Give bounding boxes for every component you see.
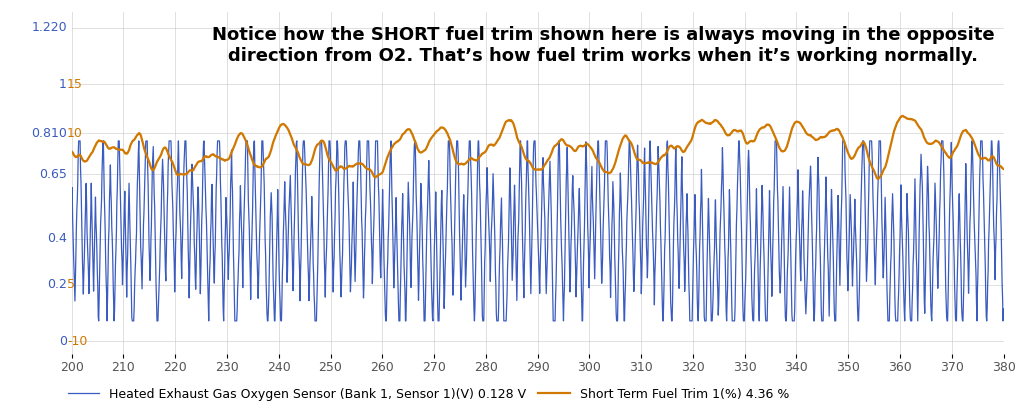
Heated Exhaust Gas Oxygen Sensor (Bank 1, Sensor 1)(V) 0.128 V xyxy=(519,198,531,203)
Heated Exhaust Gas Oxygen Sensor (Bank 1, Sensor 1)(V) 0.128 V xyxy=(114,180,126,185)
Text: 0.810: 0.810 xyxy=(31,127,67,140)
Text: 0.65: 0.65 xyxy=(39,168,67,181)
Heated Exhaust Gas Oxygen Sensor (Bank 1, Sensor 1)(V) 0.128 V xyxy=(73,138,85,143)
Text: 15: 15 xyxy=(67,78,83,91)
Short Term Fuel Trim 1(%) 4.36 % xyxy=(896,113,908,118)
Short Term Fuel Trim 1(%) 4.36 % xyxy=(494,134,506,139)
Short Term Fuel Trim 1(%) 4.36 % xyxy=(113,147,125,152)
Short Term Fuel Trim 1(%) 4.36 % xyxy=(800,129,812,134)
Heated Exhaust Gas Oxygen Sensor (Bank 1, Sensor 1)(V) 0.128 V xyxy=(66,211,78,216)
Line: Heated Exhaust Gas Oxygen Sensor (Bank 1, Sensor 1)(V) 0.128 V: Heated Exhaust Gas Oxygen Sensor (Bank 1… xyxy=(72,141,1004,321)
Short Term Fuel Trim 1(%) 4.36 % xyxy=(997,166,1010,171)
Heated Exhaust Gas Oxygen Sensor (Bank 1, Sensor 1)(V) 0.128 V xyxy=(997,307,1010,311)
Heated Exhaust Gas Oxygen Sensor (Bank 1, Sensor 1)(V) 0.128 V xyxy=(971,318,983,323)
Text: 0.2: 0.2 xyxy=(47,279,67,291)
Short Term Fuel Trim 1(%) 4.36 % xyxy=(971,148,983,153)
Short Term Fuel Trim 1(%) 4.36 % xyxy=(66,149,78,154)
Text: Notice how the SHORT fuel trim shown here is always moving in the opposite
direc: Notice how the SHORT fuel trim shown her… xyxy=(212,26,994,65)
Legend: Heated Exhaust Gas Oxygen Sensor (Bank 1, Sensor 1)(V) 0.128 V, Short Term Fuel : Heated Exhaust Gas Oxygen Sensor (Bank 1… xyxy=(62,383,794,406)
Text: -10: -10 xyxy=(67,335,87,348)
Text: 0: 0 xyxy=(59,335,67,348)
Short Term Fuel Trim 1(%) 4.36 % xyxy=(871,176,884,181)
Line: Short Term Fuel Trim 1(%) 4.36 %: Short Term Fuel Trim 1(%) 4.36 % xyxy=(72,116,1004,179)
Heated Exhaust Gas Oxygen Sensor (Bank 1, Sensor 1)(V) 0.128 V xyxy=(92,318,104,323)
Text: 5: 5 xyxy=(67,279,75,291)
Heated Exhaust Gas Oxygen Sensor (Bank 1, Sensor 1)(V) 0.128 V xyxy=(495,209,507,214)
Heated Exhaust Gas Oxygen Sensor (Bank 1, Sensor 1)(V) 0.128 V xyxy=(972,289,984,294)
Text: 1: 1 xyxy=(59,78,67,91)
Heated Exhaust Gas Oxygen Sensor (Bank 1, Sensor 1)(V) 0.128 V xyxy=(800,297,812,302)
Text: 1.220: 1.220 xyxy=(32,21,67,34)
Text: 0.4: 0.4 xyxy=(47,232,67,245)
Text: 10: 10 xyxy=(67,127,83,140)
Short Term Fuel Trim 1(%) 4.36 % xyxy=(518,154,530,159)
Short Term Fuel Trim 1(%) 4.36 % xyxy=(972,150,984,154)
